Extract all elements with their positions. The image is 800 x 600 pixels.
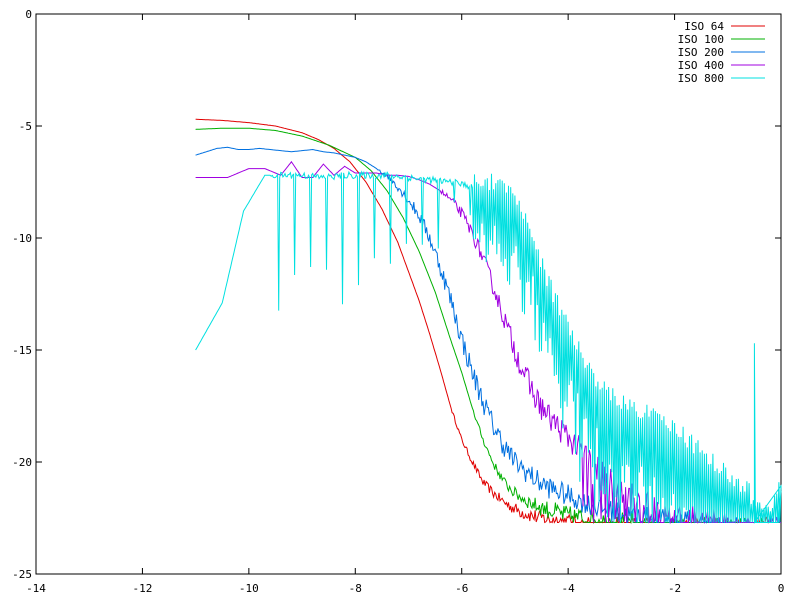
y-tick-label: -20 [12,456,32,469]
plot-frame [35,13,782,575]
x-tick-label: -6 [455,582,468,595]
series-line-iso-800 [195,170,782,525]
x-tick-label: -12 [132,582,152,595]
legend-label: ISO 200 [678,46,724,59]
x-tick-label: -10 [239,582,259,595]
x-tick-label: -2 [668,582,681,595]
y-tick-label: -15 [12,344,32,357]
legend-label: ISO 64 [684,20,724,33]
y-tick-label: -25 [12,568,32,581]
legend-label: ISO 400 [678,59,724,72]
x-tick-label: 0 [778,582,785,595]
x-tick-label: -8 [349,582,362,595]
series-line-iso-100 [195,127,781,525]
y-tick-label: -5 [19,120,32,133]
series-line-iso-400 [195,160,781,525]
legend-label: ISO 800 [678,72,724,85]
series-layer [195,118,782,525]
x-tick-label: -4 [562,582,576,595]
y-tick-label: -10 [12,232,32,245]
x-tick-label: -14 [26,582,46,595]
y-tick-label: 0 [25,8,32,21]
axes: -14 -12 -10 -8 -6 -4 -2 00-5-10-15-20-25 [12,8,784,595]
legend-label: ISO 100 [678,33,724,46]
